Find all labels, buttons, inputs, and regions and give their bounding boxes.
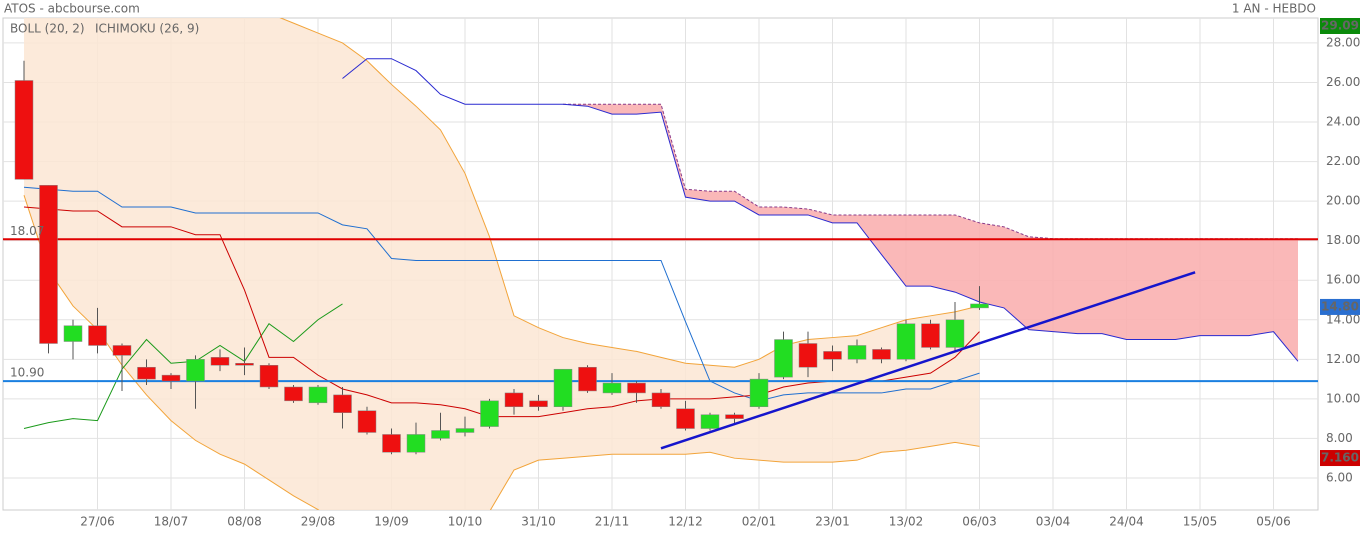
legend-entry: BOLL (20, 2) bbox=[10, 22, 85, 36]
trend-line bbox=[660, 271, 1196, 450]
candle-body bbox=[529, 400, 548, 408]
candle-body bbox=[627, 382, 646, 394]
y-tick-label: 20.00 bbox=[1326, 194, 1360, 208]
x-tick-label: 27/06 bbox=[80, 515, 115, 529]
bollinger-upper bbox=[279, 18, 980, 368]
candle-body bbox=[602, 382, 622, 394]
plot-frame bbox=[2, 17, 1319, 511]
candle-body bbox=[553, 368, 573, 408]
candle-body bbox=[161, 374, 181, 382]
x-tick-label: 05/06 bbox=[1256, 515, 1291, 529]
candle-body bbox=[137, 366, 156, 380]
candle-body bbox=[676, 408, 695, 429]
candle-body bbox=[970, 303, 989, 309]
candle-body bbox=[749, 378, 769, 408]
price-label: 7.160 bbox=[1321, 451, 1359, 465]
x-tick-label: 02/01 bbox=[742, 515, 777, 529]
x-tick-label: 03/04 bbox=[1036, 515, 1071, 529]
candle-body bbox=[308, 386, 328, 404]
x-tick-label: 08/08 bbox=[227, 515, 262, 529]
candle-body bbox=[39, 185, 58, 344]
chart-title: ATOS - abcbourse.com bbox=[4, 2, 140, 16]
candle-body bbox=[455, 428, 475, 433]
candle-body bbox=[235, 363, 254, 366]
ichimoku-chikou bbox=[23, 303, 343, 430]
chart-subtitle: 1 AN - HEBDO bbox=[1232, 2, 1316, 16]
y-tick-label: 18.00 bbox=[1326, 233, 1360, 247]
x-tick-label: 15/05 bbox=[1183, 515, 1218, 529]
candle-body bbox=[333, 394, 352, 413]
y-tick-label: 14.00 bbox=[1326, 312, 1360, 326]
x-tick-label: 12/12 bbox=[668, 515, 703, 529]
candle-body bbox=[14, 80, 34, 180]
price-label-box bbox=[1320, 18, 1360, 34]
candle-body bbox=[480, 400, 499, 427]
candle-body bbox=[651, 392, 671, 408]
plot-area bbox=[3, 18, 1318, 510]
x-tick-label: 21/11 bbox=[595, 515, 630, 529]
ichimoku-cloud bbox=[563, 104, 1298, 362]
candle-body bbox=[357, 410, 377, 433]
candle-body bbox=[112, 345, 132, 356]
candle-body bbox=[872, 349, 891, 360]
candle-body bbox=[284, 386, 303, 402]
y-tick-label: 10.00 bbox=[1326, 391, 1360, 405]
candle-body bbox=[63, 325, 83, 342]
candle-body bbox=[382, 434, 401, 453]
candle-body bbox=[725, 414, 744, 419]
candle-body bbox=[774, 339, 793, 378]
candle-body bbox=[700, 414, 720, 429]
candle-body bbox=[88, 325, 107, 346]
x-tick-label: 13/02 bbox=[889, 515, 924, 529]
candle-body bbox=[431, 430, 450, 439]
level-label: 10.90 bbox=[10, 366, 44, 380]
candle-body bbox=[921, 323, 940, 348]
y-tick-label: 16.00 bbox=[1326, 273, 1360, 287]
price-label: 29.09 bbox=[1321, 19, 1359, 33]
x-tick-label: 10/10 bbox=[448, 515, 483, 529]
price-label-box bbox=[1320, 450, 1360, 467]
candle-body bbox=[945, 319, 965, 348]
y-tick-label: 6.00 bbox=[1326, 470, 1353, 484]
x-tick-label: 18/07 bbox=[154, 515, 189, 529]
candle-body bbox=[823, 351, 842, 360]
candle-body bbox=[847, 345, 867, 360]
bollinger-lower bbox=[23, 195, 980, 510]
candle-body bbox=[578, 366, 597, 392]
y-tick-label: 28.00 bbox=[1326, 35, 1360, 49]
candle-body bbox=[798, 343, 818, 368]
candle-body bbox=[406, 434, 426, 453]
x-tick-label: 24/04 bbox=[1109, 515, 1144, 529]
y-tick-label: 12.00 bbox=[1326, 352, 1360, 366]
price-label-box bbox=[1320, 298, 1360, 315]
x-tick-label: 29/08 bbox=[301, 515, 336, 529]
candle-body bbox=[259, 364, 279, 388]
price-label: 14.80 bbox=[1321, 299, 1359, 313]
level-label: 18.07 bbox=[10, 224, 44, 238]
candle-body bbox=[504, 392, 524, 408]
x-tick-label: 23/01 bbox=[815, 515, 850, 529]
y-tick-label: 26.00 bbox=[1326, 75, 1360, 89]
ichimoku-kijun bbox=[23, 186, 980, 402]
x-tick-label: 31/10 bbox=[521, 515, 556, 529]
candle-body bbox=[186, 359, 205, 382]
candle-body bbox=[210, 357, 230, 366]
overlay: 6.00 8.00 10.00 12.00 14.00 16.00 18.00 20.00 22… bbox=[10, 18, 1360, 529]
ichimoku-span-a bbox=[342, 58, 1299, 362]
legend-entry: ICHIMOKU (26, 9) bbox=[95, 22, 199, 36]
candle-body bbox=[896, 323, 916, 360]
y-tick-label: 24.00 bbox=[1326, 115, 1360, 129]
x-tick-label: 19/09 bbox=[374, 515, 409, 529]
y-tick-label: 22.00 bbox=[1326, 154, 1360, 168]
y-tick-label: 8.00 bbox=[1326, 431, 1353, 445]
x-tick-label: 06/03 bbox=[962, 515, 997, 529]
